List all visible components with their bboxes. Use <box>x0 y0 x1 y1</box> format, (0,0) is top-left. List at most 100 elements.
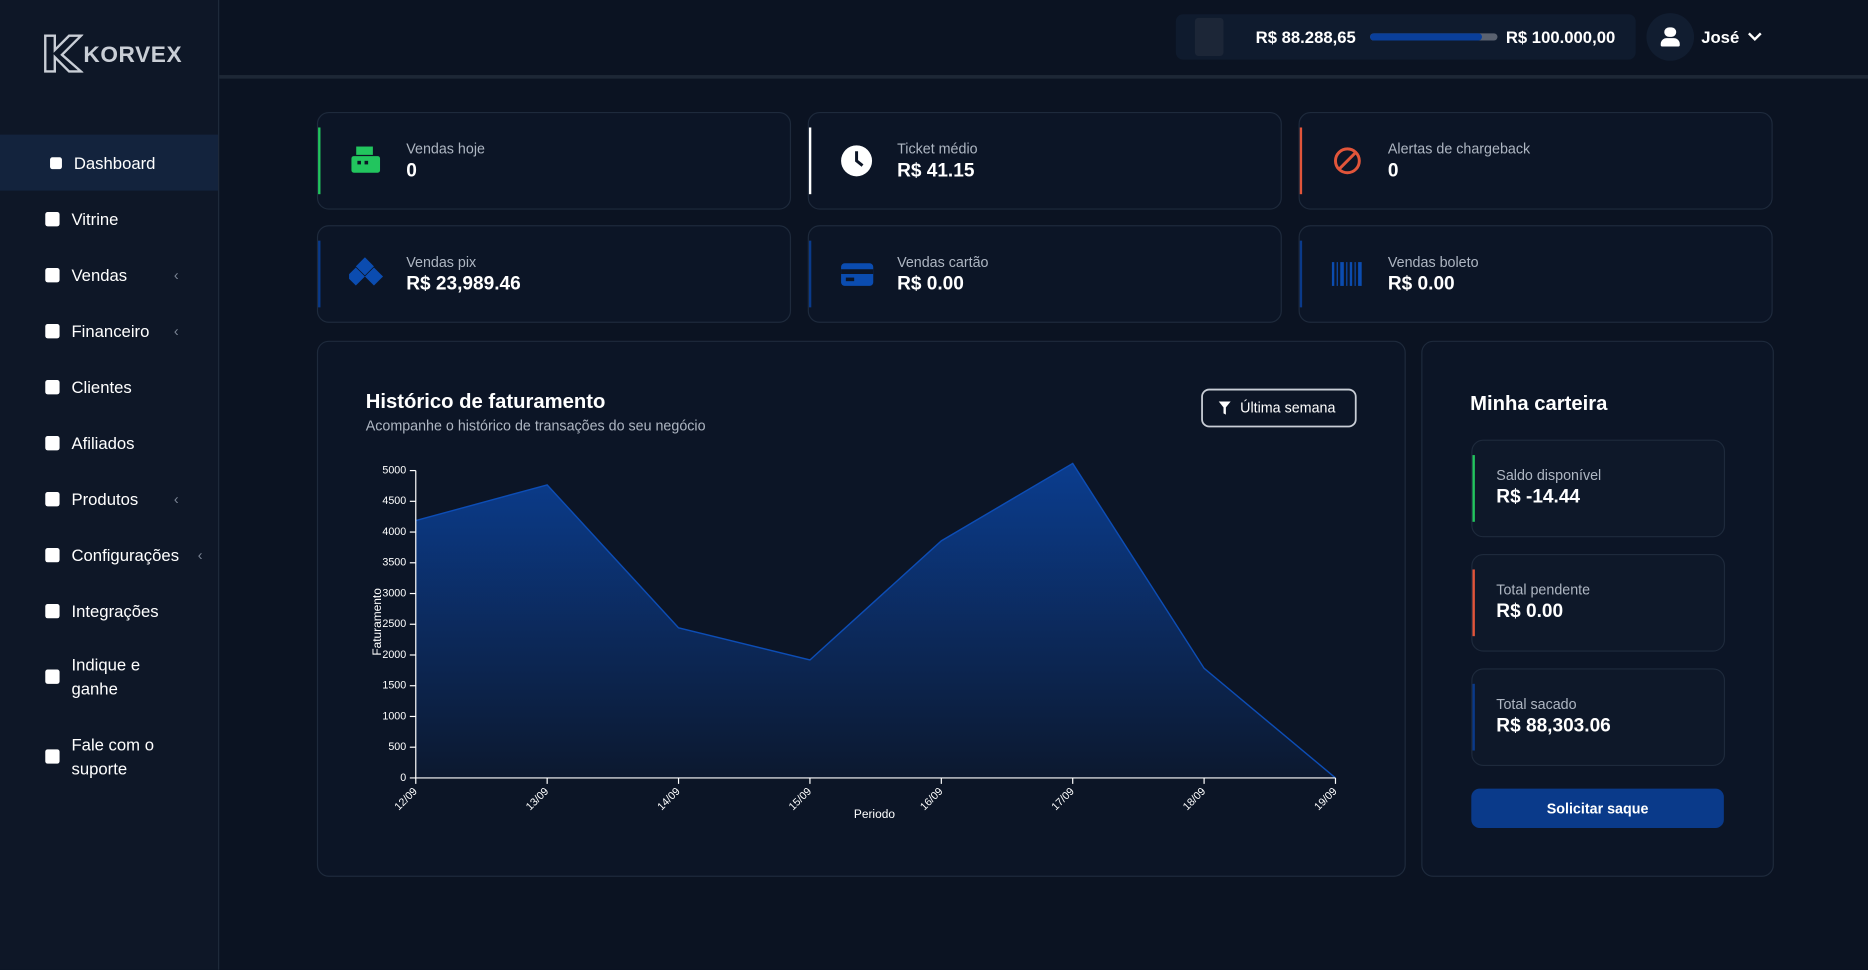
filter-button[interactable] <box>1201 388 1357 428</box>
wallet-value: R$ -14.44 <box>1496 487 1581 508</box>
nav-label: Integrações <box>71 601 159 621</box>
wallet-label: Saldo disponível <box>1496 467 1602 484</box>
filter-label[interactable]: Última semana <box>1240 399 1335 416</box>
nav-icon <box>45 267 60 282</box>
stat-card: Vendas cartão R$ 0.00 <box>807 225 1282 323</box>
y-tick-label: 3500 <box>382 557 406 569</box>
stat-value: 0 <box>1387 160 1399 182</box>
stat-label: Ticket médio <box>897 140 978 158</box>
y-axis-label: Faturamento <box>370 588 384 656</box>
goal: R$ 100.000,00 <box>1505 27 1616 47</box>
stat-icon <box>351 146 381 173</box>
y-tick-label: 5000 <box>382 464 406 476</box>
stat-icon <box>841 145 873 177</box>
logo-mark <box>44 34 84 73</box>
stat-accent <box>1299 240 1303 308</box>
stat-accent <box>808 240 812 308</box>
nav-icon <box>50 156 62 169</box>
nav-item[interactable]: Dashboard <box>0 134 219 191</box>
nav-label: Produtos <box>71 489 139 509</box>
stat-card: Vendas hoje 0 <box>316 111 792 210</box>
x-tick-label: 15/09 <box>787 785 814 812</box>
stat-accent <box>1299 127 1303 195</box>
nav-item[interactable]: Configurações ‹ <box>0 527 218 583</box>
y-tick-label: 2000 <box>382 649 406 661</box>
nav-label: Fale com o suporte <box>71 735 154 778</box>
nav-icon <box>45 603 60 618</box>
avatar[interactable] <box>1646 13 1695 61</box>
stat-value: R$ 23,989.46 <box>406 274 521 295</box>
stat-value: R$ 0.00 <box>1387 274 1455 295</box>
wallet-panel: Minha carteira Saldo disponível R$ -14.44… <box>1421 340 1774 877</box>
nav-label: Vitrine <box>71 209 119 229</box>
nav-item[interactable]: Vitrine <box>0 191 218 247</box>
progress-fill <box>1370 33 1483 41</box>
nav-icon <box>45 211 60 226</box>
y-tick-label: 4500 <box>382 495 406 507</box>
user-chevron[interactable] <box>1748 31 1762 43</box>
wallet-label: Total sacado <box>1496 695 1577 713</box>
nav-chevron: ‹ <box>173 266 179 283</box>
stat-value: R$ 0.00 <box>897 274 964 295</box>
stat-label: Vendas pix <box>406 253 477 271</box>
wallet-label: Total pendente <box>1496 581 1591 599</box>
nav-item[interactable]: Integrações <box>0 583 218 639</box>
top-bar: R$ 88.288,65 R$ 100.000,00 José <box>219 0 1868 79</box>
nav-chevron: ‹ <box>173 322 179 339</box>
nav-item[interactable]: Clientes <box>0 359 218 415</box>
stat-card: Ticket médio R$ 41.15 <box>807 111 1282 210</box>
nav-item[interactable]: Vendas ‹ <box>0 247 218 303</box>
stat-label: Alertas de chargeback <box>1387 140 1531 158</box>
y-tick-label: 500 <box>388 741 406 753</box>
nav-icon <box>45 323 60 338</box>
nav-label: Afiliados <box>71 433 135 453</box>
chart-subtitle: Acompanhe o histórico de transações do s… <box>366 418 706 434</box>
nav-icon <box>45 435 60 450</box>
nav-label: Configurações <box>71 545 180 565</box>
nav-label: Dashboard <box>73 153 156 173</box>
nav-label: Financeiro <box>71 321 150 341</box>
nav-item[interactable]: Produtos ‹ <box>0 471 218 527</box>
wallet-title: Minha carteira <box>1470 391 1608 415</box>
stat-value: R$ 41.15 <box>897 160 975 182</box>
stat-card: Vendas pix R$ 23,989.46 <box>316 225 792 323</box>
withdraw-button[interactable]: Solicitar saque <box>1471 788 1724 828</box>
stat-accent <box>318 240 321 308</box>
y-tick-label: 0 <box>400 772 406 784</box>
nav-icon <box>45 491 60 506</box>
sidebar: KORVEX Dashboard Vitrine Vendas ‹ Financeiro… <box>0 0 220 970</box>
x-tick-label: 13/09 <box>524 785 551 812</box>
stat-label: Vendas hoje <box>406 140 485 158</box>
wallet-accent <box>1472 455 1475 522</box>
nav-icon <box>45 547 60 562</box>
nav-item[interactable]: Fale com o suporte <box>0 721 218 792</box>
stat-icon <box>1333 147 1361 175</box>
stat-label: Vendas cartão <box>897 253 989 271</box>
stat-accent <box>318 127 321 195</box>
wallet-card: Total pendente R$ 0.00 <box>1471 553 1726 652</box>
balance-icon <box>1194 17 1224 56</box>
filter-icon[interactable] <box>1218 401 1231 415</box>
y-tick-label: 3000 <box>382 587 406 599</box>
nav-item[interactable]: Indique e ganhe <box>0 641 218 712</box>
wallet-value: R$ 88,303.06 <box>1496 715 1611 737</box>
nav-label: Clientes <box>71 377 132 397</box>
chart-title: Histórico de faturamento <box>366 391 606 413</box>
stat-accent <box>808 127 812 195</box>
x-tick-label: 19/09 <box>1312 785 1339 812</box>
nav-chevron: ‹ <box>173 490 179 507</box>
progress-track <box>1370 33 1498 41</box>
area <box>415 463 1336 778</box>
wallet-accent <box>1472 683 1475 751</box>
stat-value: 0 <box>406 160 417 182</box>
nav-icon <box>45 749 60 764</box>
nav-item[interactable]: Financeiro ‹ <box>0 303 218 359</box>
nav-item[interactable]: Afiliados <box>0 415 218 471</box>
stat-icon <box>1331 262 1362 286</box>
x-tick-label: 12/09 <box>392 785 419 812</box>
y-tick-label: 2500 <box>382 618 406 630</box>
user-name[interactable]: José <box>1701 27 1740 47</box>
nav-label: Indique e ganhe <box>71 655 141 699</box>
